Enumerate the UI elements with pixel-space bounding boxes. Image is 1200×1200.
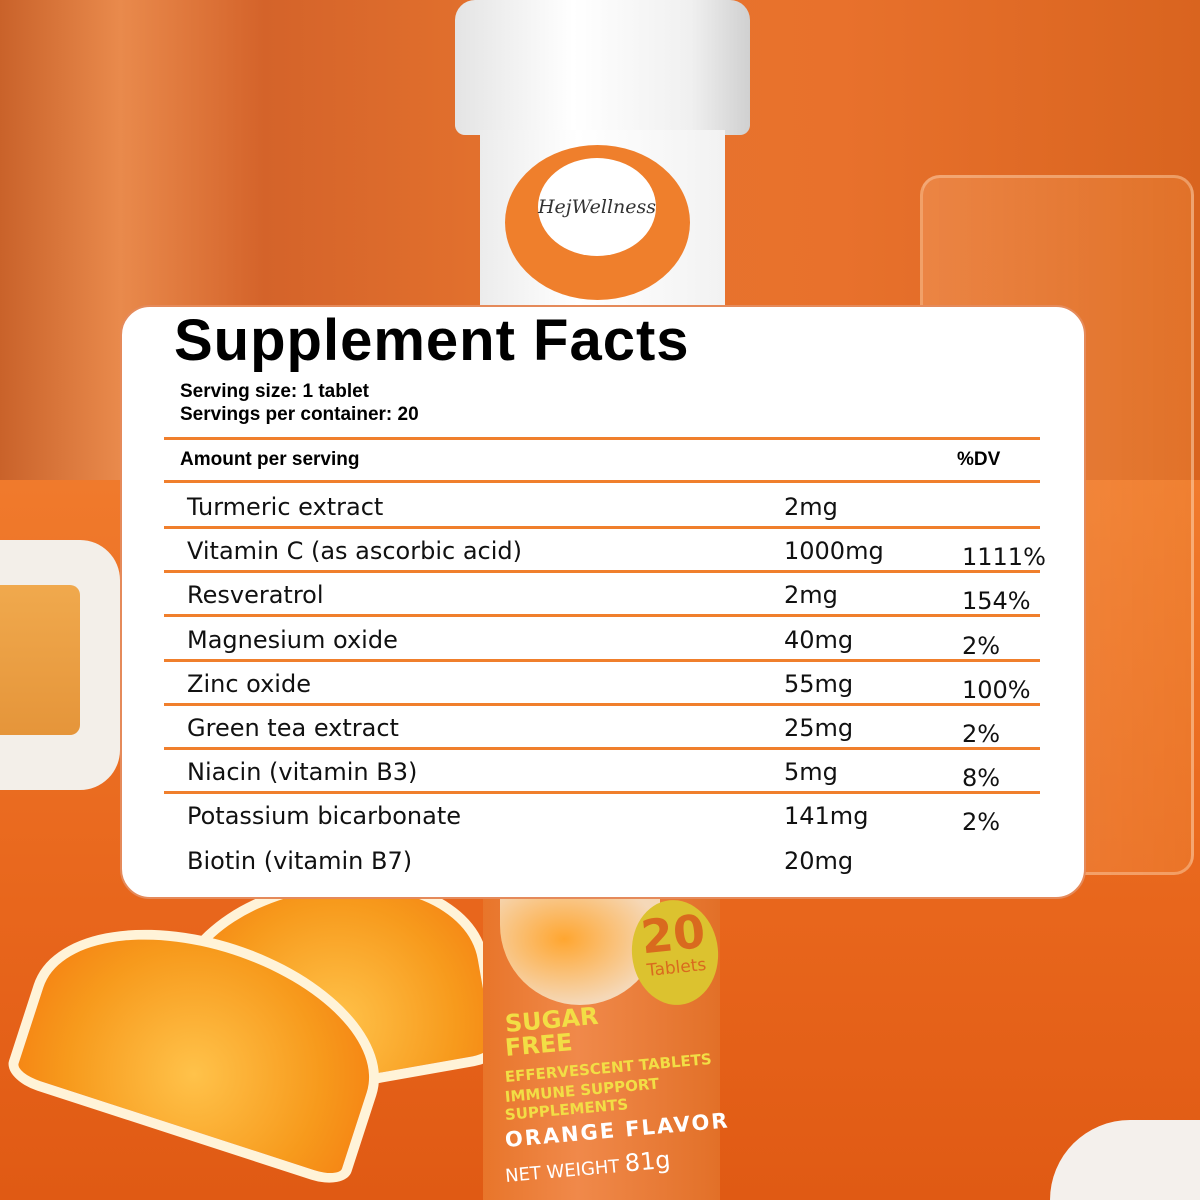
row-divider [164, 658, 1040, 662]
ingredient-amount: 55mg [784, 669, 854, 698]
facts-row: Turmeric extract 2mg [122, 485, 1084, 529]
ingredient-name: Potassium bicarbonate [187, 802, 461, 831]
row-divider [164, 614, 1040, 618]
ingredient-dv: 2% [962, 808, 1001, 837]
cake [0, 585, 80, 735]
row-divider [164, 526, 1040, 529]
facts-row: Biotin (vitamin B7) 20mg [122, 839, 1084, 883]
dv-header: %DV [957, 449, 1001, 470]
free-text: FREE [503, 1028, 574, 1062]
row-divider [164, 791, 1040, 795]
ingredient-name: Niacin (vitamin B3) [187, 758, 418, 787]
ingredient-dv: 2% [962, 631, 1001, 660]
ingredient-name: Biotin (vitamin B7) [187, 846, 413, 875]
ingredient-amount: 40mg [784, 625, 854, 654]
ingredient-amount: 141mg [784, 802, 869, 831]
ingredient-amount: 2mg [784, 581, 838, 610]
ingredient-dv: 8% [962, 764, 1001, 793]
ingredient-amount: 25mg [784, 714, 854, 742]
ingredient-dv: 154% [962, 587, 1031, 616]
serving-size: Serving size: 1 tablet [180, 381, 370, 402]
divider [164, 480, 1040, 483]
ingredient-amount: 2mg [784, 493, 838, 521]
facts-row: Magnesium oxide 40mg 2% [122, 618, 1084, 662]
ingredient-dv: 2% [962, 720, 1001, 748]
ingredient-dv: 1111% [962, 543, 1046, 572]
ingredient-amount: 1000mg [784, 537, 884, 566]
facts-row: Resveratrol 2mg 154% [122, 573, 1084, 617]
ingredient-dv: 100% [962, 675, 1031, 704]
row-divider [164, 702, 1040, 706]
divider [164, 437, 1040, 440]
facts-row: Zinc oxide 55mg 100% [122, 662, 1084, 706]
facts-row: Niacin (vitamin B3) 5mg 8% [122, 750, 1084, 794]
ingredient-name: Turmeric extract [187, 493, 384, 521]
facts-row: Vitamin C (as ascorbic acid) 1000mg 1111% [122, 529, 1084, 573]
ingredient-name: Vitamin C (as ascorbic acid) [187, 537, 523, 566]
bottle-cap [455, 0, 750, 135]
amount-header: Amount per serving [180, 449, 360, 470]
ingredient-amount: 20mg [784, 846, 854, 875]
brand-logo: HejWellness [538, 158, 656, 256]
ingredient-name: Zinc oxide [187, 669, 311, 698]
ingredient-name: Magnesium oxide [187, 625, 398, 654]
facts-row: Green tea extract 25mg 2% [122, 706, 1084, 750]
ingredient-amount: 5mg [784, 758, 838, 787]
facts-title: Supplement Facts [174, 308, 690, 373]
facts-row: Potassium bicarbonate 141mg 2% [122, 794, 1084, 838]
ingredient-name: Resveratrol [187, 581, 324, 610]
servings-per-container: Servings per container: 20 [180, 404, 419, 425]
row-divider [164, 747, 1040, 750]
net-weight-value: 81g [623, 1145, 672, 1178]
ingredient-name: Green tea extract [187, 714, 399, 742]
supplement-facts-panel: Supplement Facts Serving size: 1 tablet … [120, 305, 1086, 899]
row-divider [164, 570, 1040, 574]
